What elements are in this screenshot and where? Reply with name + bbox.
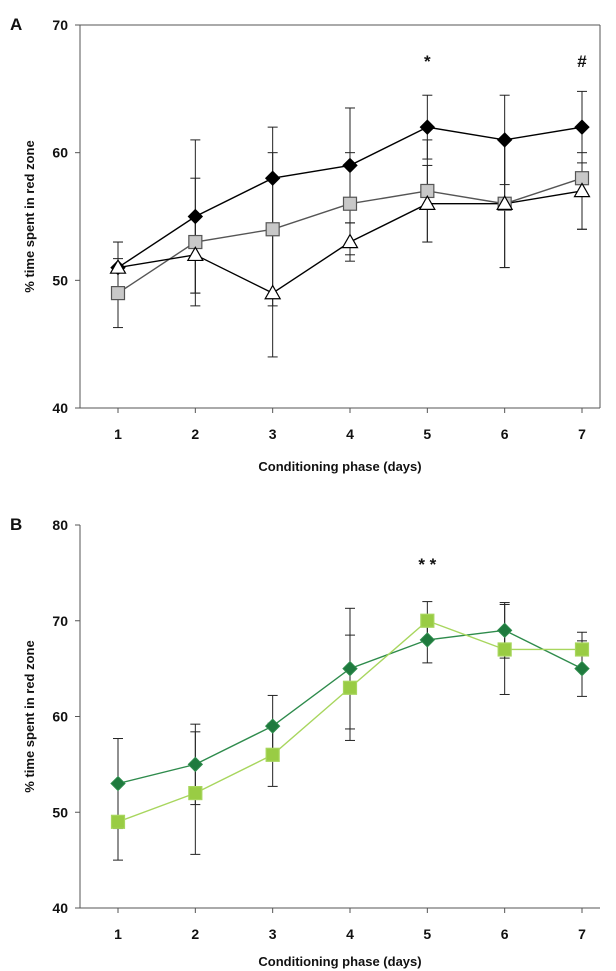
- data-point: [573, 182, 591, 198]
- y-axis-title: % time spent in red zone: [22, 140, 37, 292]
- x-axis-title: Conditioning phase (days): [258, 459, 421, 474]
- data-point: [110, 286, 126, 301]
- x-tick-label: 2: [191, 426, 199, 442]
- data-point: [264, 284, 282, 300]
- data-point: [497, 642, 512, 657]
- x-tick-label: 4: [346, 426, 354, 442]
- data-point: [265, 747, 280, 762]
- significance-marker: #: [577, 52, 587, 71]
- x-tick-label: 7: [578, 926, 586, 942]
- significance-marker: * *: [418, 555, 436, 574]
- data-point: [496, 195, 514, 210]
- y-tick-label: 50: [52, 272, 68, 288]
- x-tick-label: 5: [423, 926, 431, 942]
- y-tick-label: 60: [52, 709, 68, 725]
- data-point: [419, 119, 436, 135]
- data-point: [574, 660, 590, 677]
- data-point: [110, 775, 126, 792]
- significance-marker: *: [424, 52, 431, 71]
- x-axis-title: Conditioning phase (days): [258, 954, 421, 969]
- data-point: [342, 196, 358, 211]
- chart-panel-b: B 40 50 60 70 80 1 2 3 4 5 6 7 Conditioning phase (da…: [10, 515, 600, 969]
- x-tick-label: 1: [114, 926, 122, 942]
- x-tick-label: 3: [269, 426, 277, 442]
- y-tick-label: 50: [52, 804, 68, 820]
- y-tick-label: 40: [52, 900, 68, 916]
- x-tick-label: 3: [269, 926, 277, 942]
- data-point: [187, 208, 204, 225]
- data-point: [420, 613, 435, 628]
- x-tick-label: 6: [501, 426, 509, 442]
- y-axis-title: % time spent in red zone: [22, 640, 37, 792]
- y-tick-label: 60: [52, 145, 68, 161]
- data-point: [110, 814, 126, 829]
- data-point: [188, 785, 203, 801]
- chart-panel-a: A 40 50 60 70 1 2 3 4 5 6 7 Conditioning phase (days…: [10, 15, 601, 474]
- x-tick-label: 5: [423, 426, 431, 442]
- x-tick-label: 7: [578, 426, 586, 442]
- data-point: [264, 170, 281, 186]
- data-point: [187, 756, 204, 773]
- data-point: [186, 246, 204, 262]
- data-point: [419, 632, 436, 648]
- data-point: [342, 660, 358, 677]
- x-tick-label: 6: [501, 926, 509, 942]
- data-point: [265, 222, 280, 237]
- y-tick-label: 40: [52, 400, 68, 416]
- data-point: [342, 157, 358, 174]
- data-point: [574, 642, 590, 657]
- x-tick-label: 1: [114, 426, 122, 442]
- y-tick-label: 70: [52, 613, 68, 629]
- data-point: [341, 233, 359, 249]
- data-point: [574, 119, 590, 135]
- data-point: [496, 132, 513, 148]
- panel-letter: B: [10, 515, 22, 534]
- panel-letter: A: [10, 15, 22, 34]
- data-point: [342, 680, 358, 695]
- y-tick-label: 70: [52, 17, 68, 33]
- y-tick-label: 80: [52, 517, 68, 533]
- x-tick-label: 2: [191, 926, 199, 942]
- data-point: [496, 622, 513, 639]
- data-point: [418, 195, 436, 210]
- data-point: [109, 258, 127, 274]
- data-point: [264, 718, 281, 734]
- x-tick-label: 4: [346, 926, 354, 942]
